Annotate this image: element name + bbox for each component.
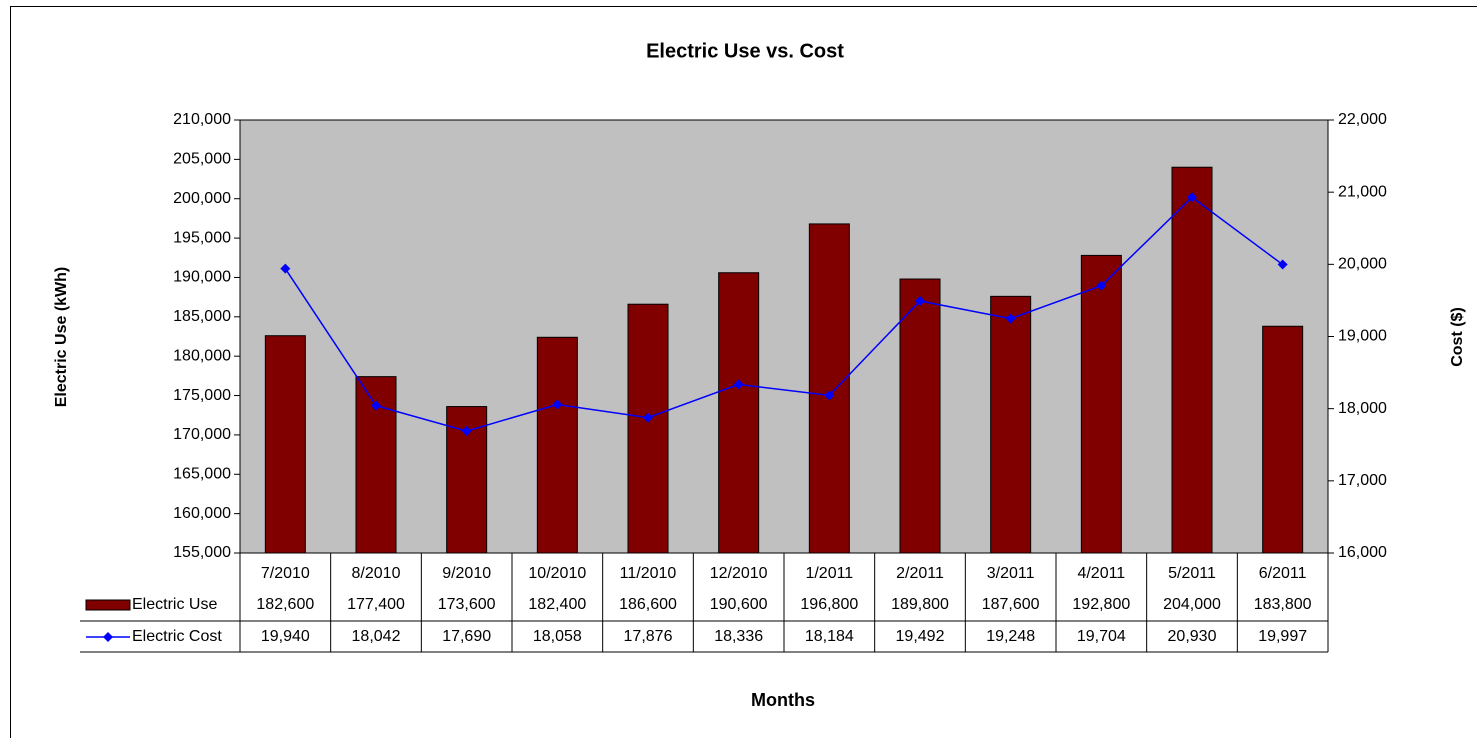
marker [643, 412, 653, 423]
legend-label: Electric Cost [132, 628, 222, 645]
data-table-cell: 18,042 [352, 628, 401, 645]
marker [552, 399, 563, 410]
legend-label: Electric Use [132, 596, 217, 613]
x-tick-label: 12/2010 [710, 565, 768, 582]
data-table-cell: 20,930 [1168, 628, 1217, 645]
x-tick-label: 8/2010 [352, 565, 401, 582]
bar [536, 336, 578, 554]
x-tick-label: 3/2011 [987, 565, 1035, 582]
plot-area [239, 119, 1329, 554]
x-tick-label: 4/2011 [1077, 565, 1125, 582]
marker [824, 390, 835, 401]
y-tick-label: 170,000 [173, 426, 231, 443]
x-tick-label: 7/2010 [261, 565, 310, 582]
y-tick-label: 195,000 [173, 229, 231, 246]
x-tick-label: 10/2010 [528, 565, 586, 582]
data-table-cell: 177,400 [347, 596, 405, 613]
y2-axis-label: Cost ($) [1449, 307, 1466, 367]
bar [808, 223, 850, 554]
y2-tick-label: 21,000 [1338, 183, 1387, 200]
data-table-cell: 192,800 [1072, 596, 1130, 613]
data-table-cell: 19,248 [986, 628, 1035, 645]
y2-tick-label: 22,000 [1338, 111, 1387, 128]
bar [990, 295, 1032, 554]
data-table-cell: 19,940 [261, 628, 310, 645]
y2-tick-label: 16,000 [1338, 544, 1387, 561]
x-tick-label: 11/2010 [620, 565, 677, 582]
data-table-cell: 18,336 [714, 628, 763, 645]
marker [280, 263, 291, 274]
data-table-cell: 173,600 [438, 596, 496, 613]
data-table-cell: 187,600 [982, 596, 1040, 613]
data-table-cell: 183,800 [1254, 596, 1312, 613]
data-table-cell: 204,000 [1163, 596, 1221, 613]
x-tick-label: 5/2011 [1168, 565, 1216, 582]
data-table-cell: 182,600 [256, 596, 314, 613]
data-table-cell: 19,704 [1077, 628, 1126, 645]
data-table-cell: 196,800 [800, 596, 858, 613]
y-tick-label: 190,000 [173, 269, 231, 286]
data-table-cell: 18,058 [533, 628, 582, 645]
x-axis-label: Months [751, 690, 815, 710]
legend-key [85, 599, 131, 611]
bar [718, 272, 760, 554]
marker [371, 400, 381, 411]
y2-tick-label: 18,000 [1338, 400, 1387, 417]
data-table-cell: 186,600 [619, 596, 677, 613]
data-table-cell: 17,876 [624, 628, 673, 645]
bar [1171, 166, 1213, 554]
data-table-cell: 189,800 [891, 596, 949, 613]
line [284, 196, 1284, 432]
chart-title: Electric Use vs. Cost [646, 40, 844, 62]
marker [733, 379, 744, 390]
data-table-cell: 19,492 [896, 628, 945, 645]
marker [1005, 313, 1016, 324]
x-tick-label: 1/2011 [805, 565, 853, 582]
y-tick-label: 210,000 [173, 111, 231, 128]
data-table-cell: 19,997 [1258, 628, 1307, 645]
y-tick-label: 180,000 [173, 347, 231, 364]
bar [264, 335, 306, 554]
y2-tick-label: 20,000 [1338, 256, 1387, 273]
y-tick-label: 160,000 [173, 505, 231, 522]
x-tick-label: 6/2011 [1259, 565, 1307, 582]
y-tick-label: 185,000 [173, 308, 231, 325]
marker [1187, 192, 1197, 203]
data-table-cell: 182,400 [528, 596, 586, 613]
bar [627, 303, 669, 554]
bar [899, 278, 941, 554]
y-tick-label: 205,000 [173, 151, 231, 168]
marker [1096, 280, 1107, 291]
data-table-cell: 18,184 [805, 628, 854, 645]
data-table-cell: 17,690 [442, 628, 491, 645]
data-table-cell: 190,600 [710, 596, 768, 613]
marker [1277, 259, 1288, 270]
legend-key [103, 632, 113, 642]
y-tick-label: 175,000 [173, 387, 231, 404]
y-tick-label: 165,000 [173, 465, 231, 482]
y-tick-label: 155,000 [173, 544, 231, 561]
x-tick-label: 2/2011 [896, 565, 944, 582]
y-tick-label: 200,000 [173, 190, 231, 207]
bar [1262, 325, 1304, 554]
marker [461, 426, 472, 437]
bar [1080, 254, 1122, 554]
y2-tick-label: 19,000 [1338, 328, 1387, 345]
x-tick-label: 9/2010 [442, 565, 491, 582]
y-axis-label: Electric Use (kWh) [53, 267, 70, 407]
marker [915, 295, 925, 306]
y2-tick-label: 17,000 [1338, 472, 1387, 489]
